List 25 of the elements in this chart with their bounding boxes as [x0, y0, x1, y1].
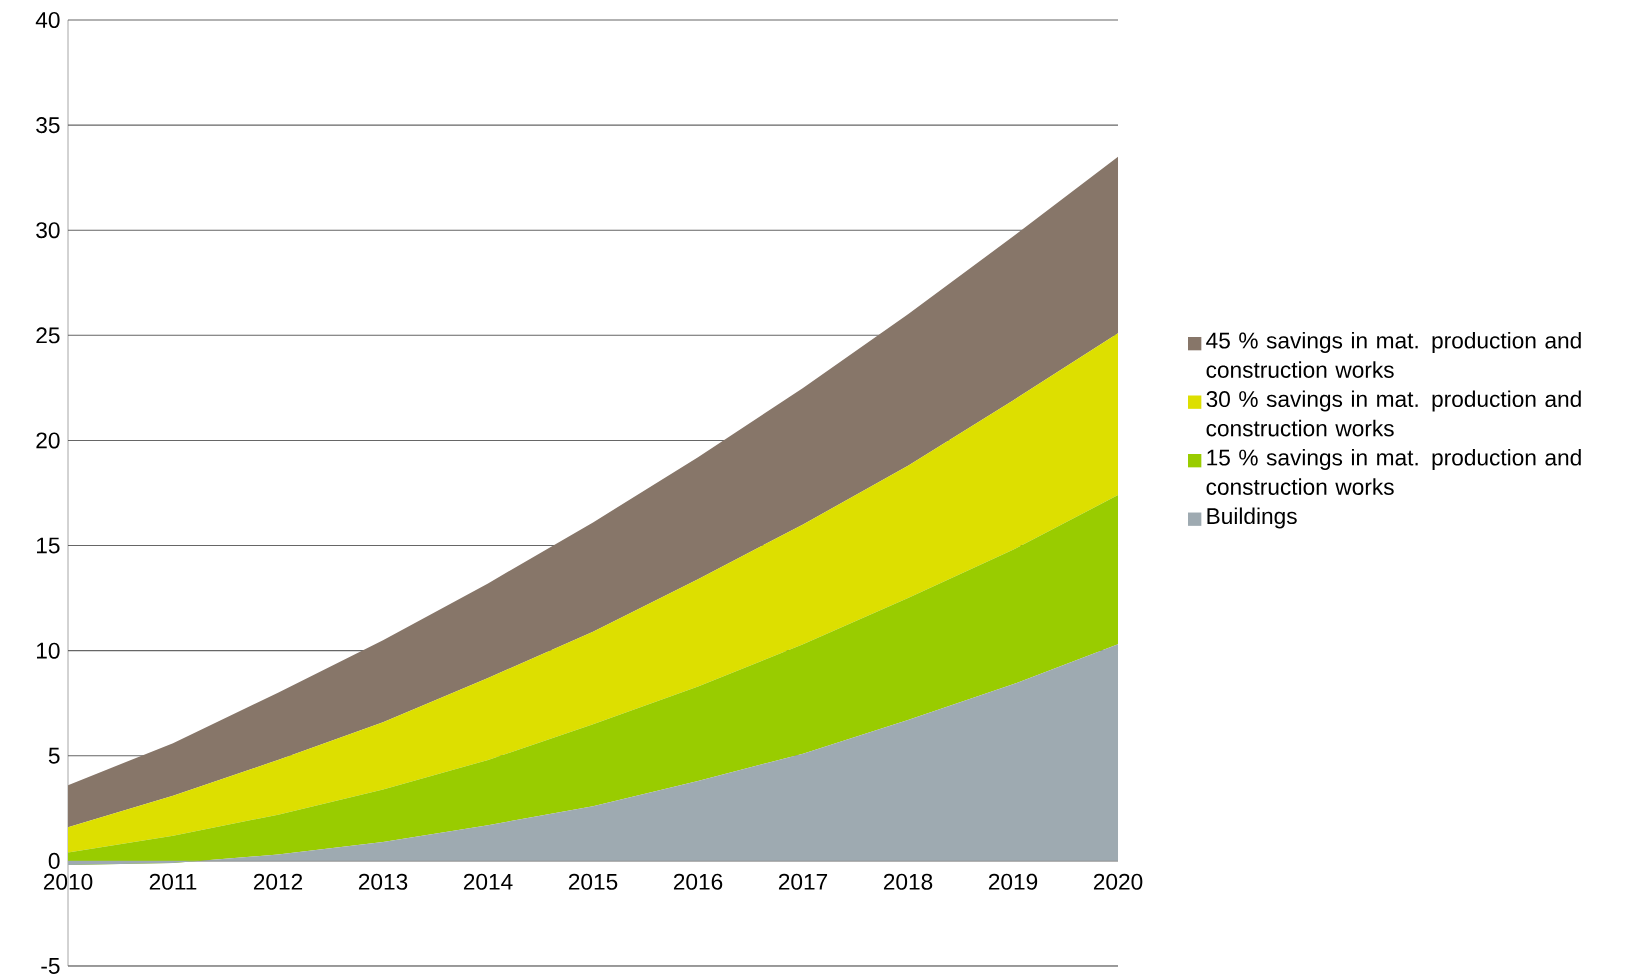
- y-tick-label: 35: [36, 117, 60, 134]
- x-tick-label: 2010: [43, 873, 93, 890]
- x-tick-label: 2020: [1093, 873, 1143, 890]
- y-tick-label: 0: [48, 852, 60, 869]
- x-tick-label: 2014: [463, 873, 513, 890]
- y-tick-label: 25: [36, 327, 60, 344]
- y-tick-label: 30: [36, 222, 60, 239]
- x-tick-label: 2016: [673, 873, 723, 890]
- y-tick-label: 40: [35, 11, 60, 29]
- x-tick-label: 2015: [568, 873, 618, 890]
- x-tick-label: 2013: [358, 873, 408, 890]
- legend-label: 45 % savings in mat. production and construction works: [1206, 331, 1581, 378]
- y-tick-label: 20: [36, 432, 60, 449]
- x-tick-label: 2011: [149, 873, 197, 890]
- x-tick-label: 2018: [883, 873, 933, 890]
- x-tick-label: 2012: [253, 873, 303, 890]
- legend-label: 30 % savings in mat. production and construction works: [1206, 390, 1581, 437]
- y-tick-label: 15: [37, 537, 60, 554]
- legend-label: 15 % savings in mat. production and construction works: [1206, 448, 1581, 495]
- y-tick-label: 10: [37, 642, 60, 659]
- y-tick-label: 5: [48, 747, 60, 764]
- x-tick-label: 2019: [988, 873, 1038, 890]
- legend-label: Buildings: [1207, 507, 1297, 529]
- y-tick-label: -5: [41, 958, 60, 974]
- x-tick-label: 2017: [778, 873, 828, 890]
